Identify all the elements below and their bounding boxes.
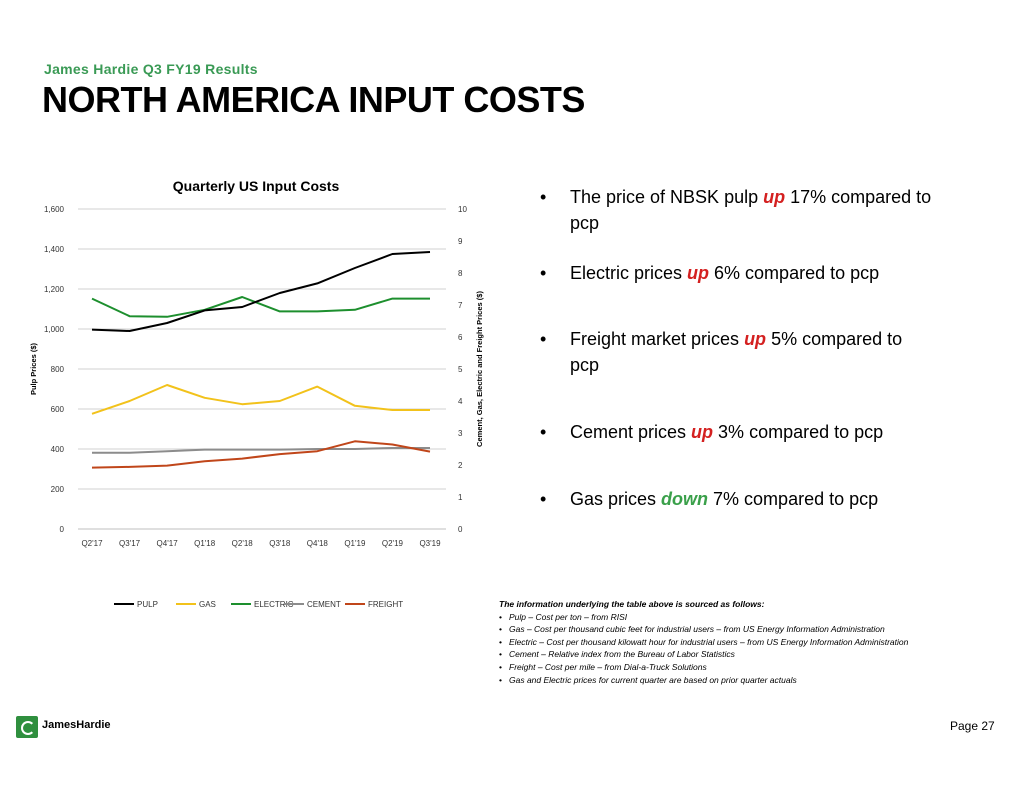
source-item: Freight – Cost per mile – from Dial-a-Tr… — [499, 661, 999, 674]
series-line-pulp — [91, 251, 431, 332]
y2-tick-label: 4 — [458, 397, 463, 406]
y-axis-label: Pulp Prices ($) — [29, 342, 38, 395]
change-direction: up — [691, 422, 714, 442]
y-tick-label: 800 — [51, 365, 65, 374]
sources-note: The information underlying the table abo… — [499, 598, 999, 686]
y2-tick-label: 6 — [458, 333, 463, 342]
y2-tick-label: 8 — [458, 269, 463, 278]
series-line-cement — [92, 447, 430, 454]
y-tick-label: 200 — [51, 485, 65, 494]
change-direction: up — [763, 187, 786, 207]
legend-label: FREIGHT — [368, 600, 403, 609]
logo-mark-icon — [16, 716, 38, 738]
y-tick-label: 600 — [51, 405, 65, 414]
x-tick-label: Q4'18 — [307, 539, 329, 548]
x-tick-label: Q1'18 — [194, 539, 216, 548]
logo-wordmark: JamesHardie — [42, 719, 111, 731]
y2-axis-label: Cement, Gas, Electric and Freight Prices… — [475, 291, 484, 447]
source-item: Electric – Cost per thousand kilowatt ho… — [499, 636, 999, 649]
x-tick-label: Q2'19 — [382, 539, 404, 548]
y2-tick-label: 0 — [458, 525, 463, 534]
y2-tick-label: 7 — [458, 301, 463, 310]
source-item: Gas and Electric prices for current quar… — [499, 674, 999, 687]
x-tick-label: Q2'17 — [81, 539, 103, 548]
x-tick-label: Q4'17 — [157, 539, 179, 548]
legend-label: ELECTRIC — [254, 600, 294, 609]
change-direction: up — [744, 329, 767, 349]
legend-label: GAS — [199, 600, 216, 609]
y2-tick-label: 5 — [458, 365, 463, 374]
page-number: Page 27 — [950, 719, 995, 733]
y-tick-label: 1,200 — [44, 285, 65, 294]
x-tick-label: Q1'19 — [344, 539, 366, 548]
chart-title: Quarterly US Input Costs — [173, 178, 340, 194]
y2-tick-label: 3 — [458, 429, 463, 438]
source-item: Cement – Relative index from the Bureau … — [499, 648, 999, 661]
x-tick-label: Q3'18 — [269, 539, 291, 548]
source-item: Pulp – Cost per ton – from RISI — [499, 611, 999, 624]
report-supertitle: James Hardie Q3 FY19 Results — [44, 61, 258, 77]
y-tick-label: 1,400 — [44, 245, 65, 254]
y-tick-label: 1,000 — [44, 325, 65, 334]
legend-label: PULP — [137, 600, 158, 609]
x-tick-label: Q3'19 — [419, 539, 441, 548]
y-tick-label: 0 — [60, 525, 65, 534]
y2-tick-label: 2 — [458, 461, 463, 470]
y-tick-label: 400 — [51, 445, 65, 454]
y2-tick-label: 1 — [458, 493, 463, 502]
page-title: NORTH AMERICA INPUT COSTS — [42, 79, 585, 120]
y2-tick-label: 9 — [458, 237, 463, 246]
y-tick-label: 1,600 — [44, 205, 65, 214]
y2-tick-label: 10 — [458, 205, 467, 214]
source-item: Gas – Cost per thousand cubic feet for i… — [499, 623, 999, 636]
x-tick-label: Q2'18 — [232, 539, 254, 548]
series-line-gas — [91, 384, 430, 415]
sources-heading: The information underlying the table abo… — [499, 599, 765, 609]
series-line-electric — [91, 296, 430, 318]
x-tick-label: Q3'17 — [119, 539, 141, 548]
change-direction: down — [661, 489, 709, 509]
legend-label: CEMENT — [307, 600, 341, 609]
series-line-freight — [91, 440, 431, 469]
change-direction: up — [687, 263, 710, 283]
